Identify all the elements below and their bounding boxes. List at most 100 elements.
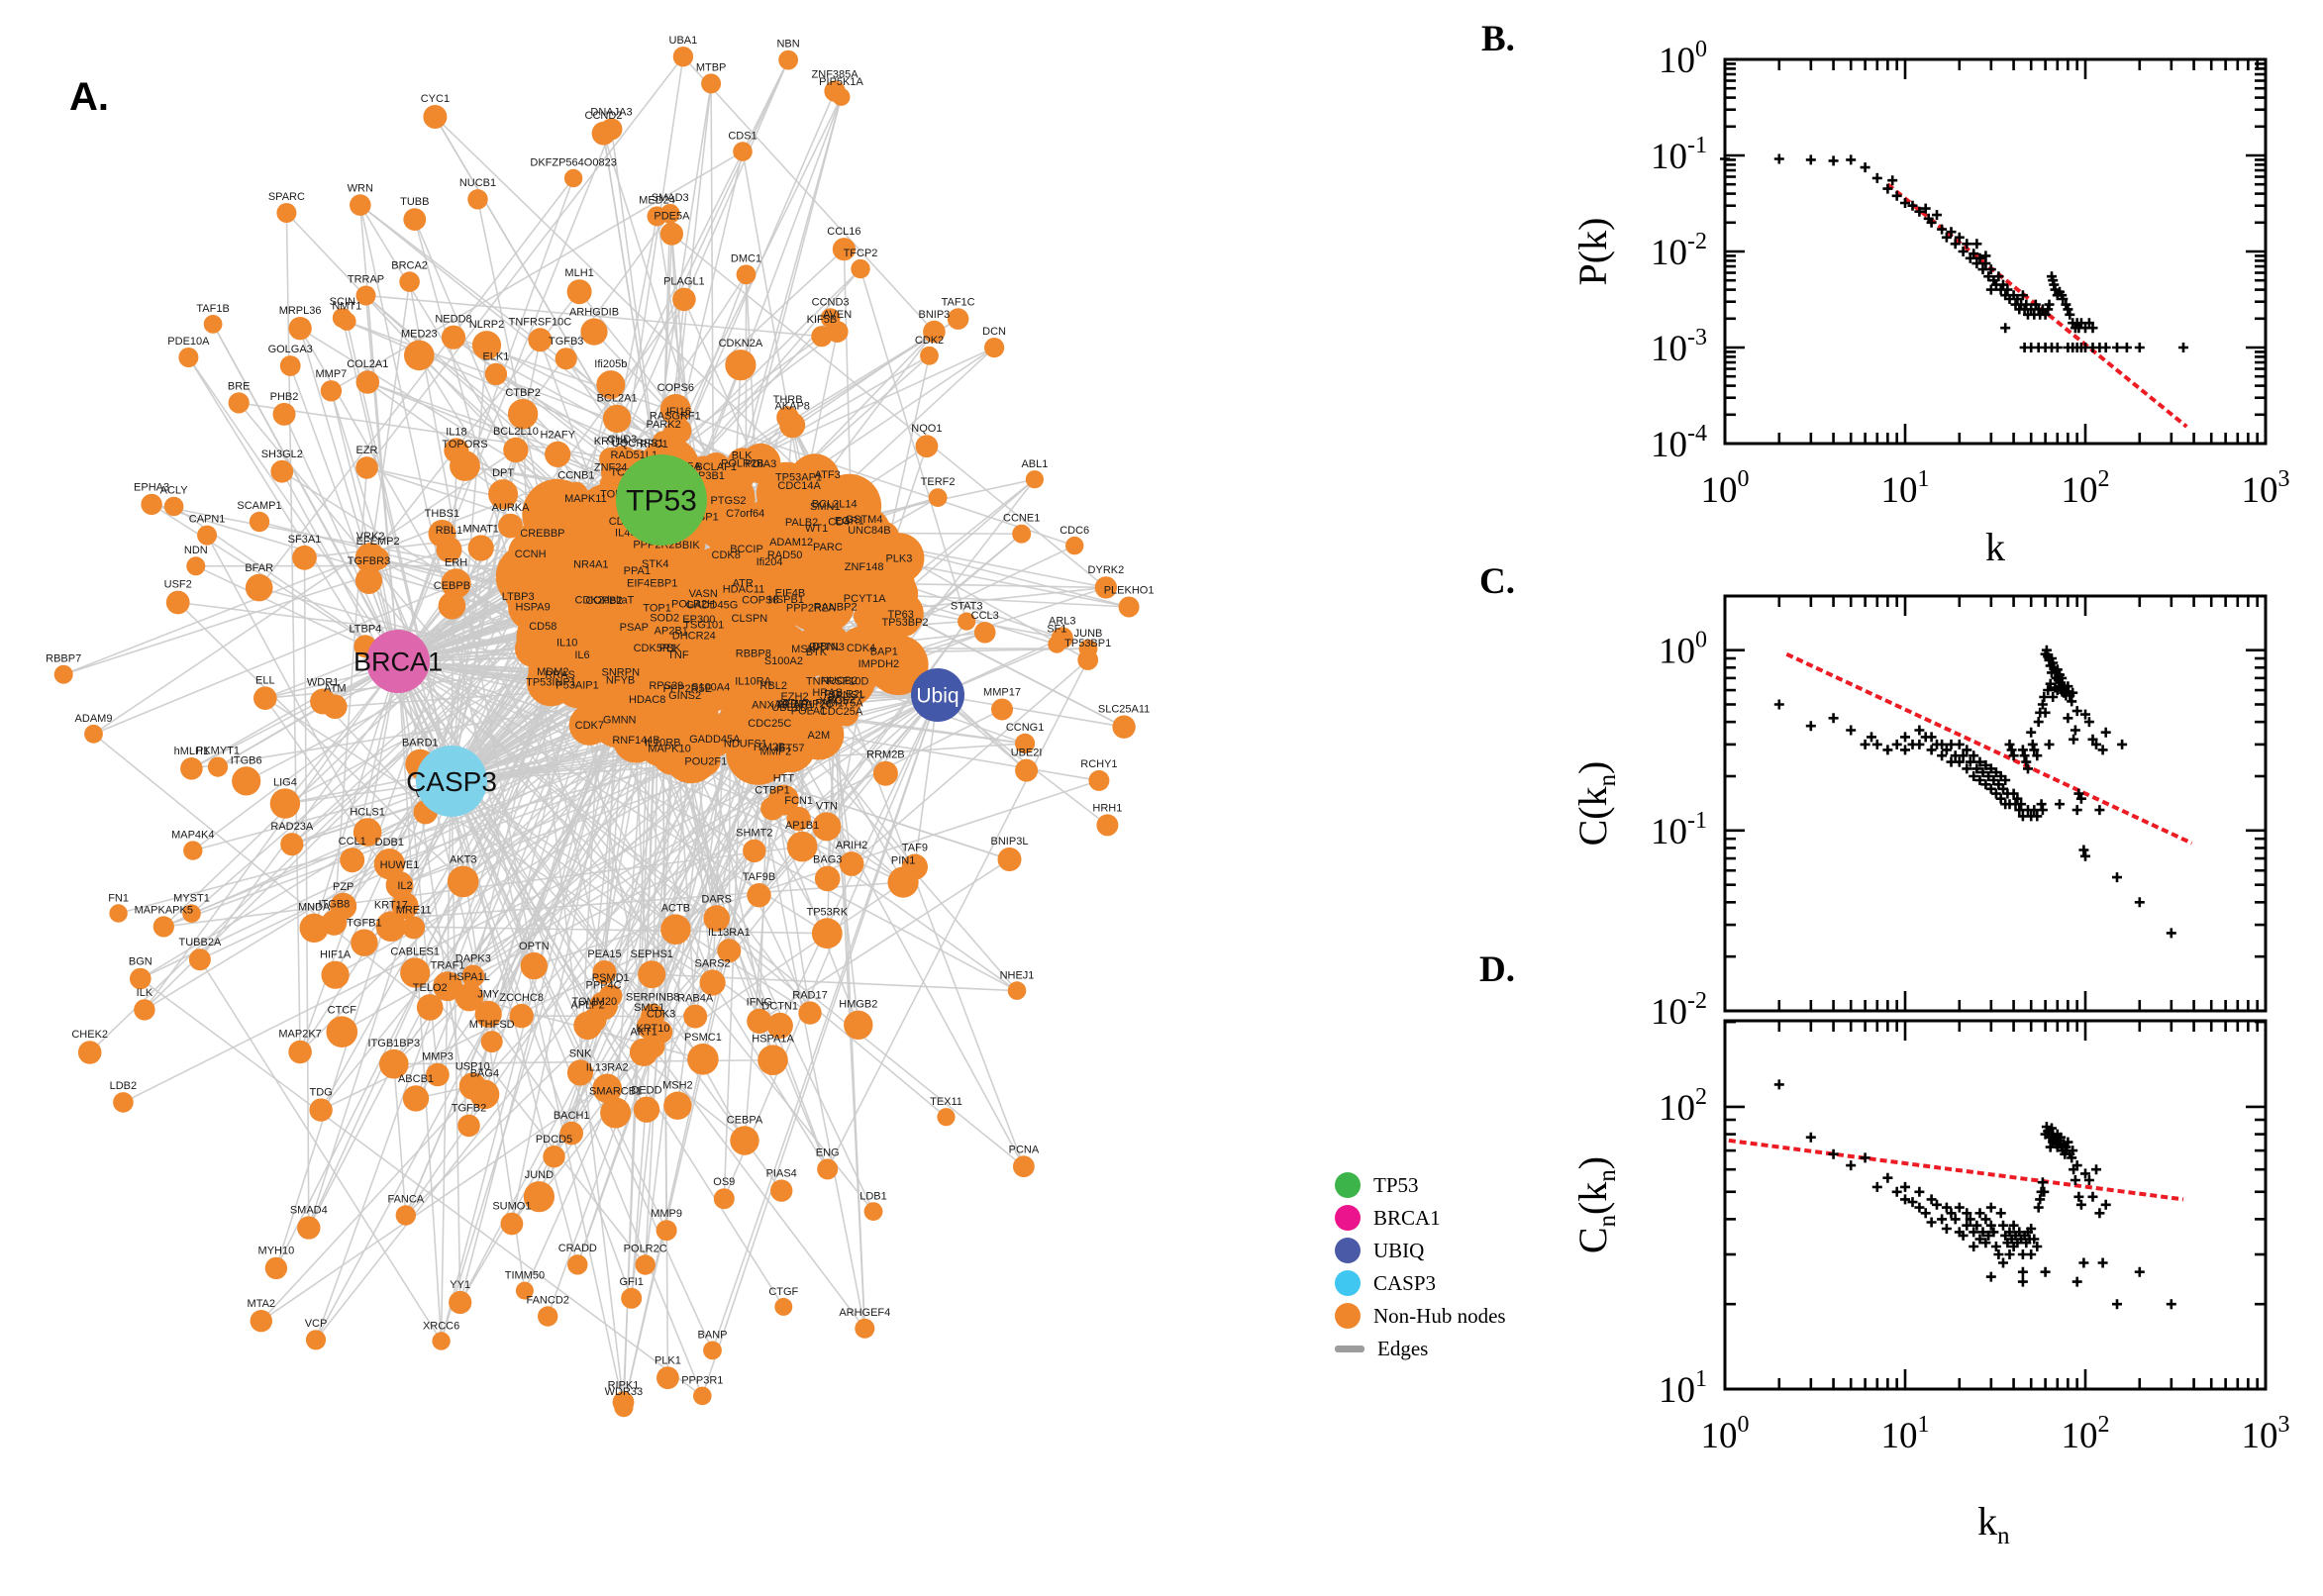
svg-text:BRCA2: BRCA2 (391, 259, 428, 271)
svg-text:SMN1: SMN1 (810, 501, 841, 513)
svg-text:EFEMP2: EFEMP2 (356, 536, 400, 548)
svg-text:TP63: TP63 (888, 609, 914, 621)
svg-text:CDC25C: CDC25C (748, 718, 791, 730)
svg-text:RRM2B: RRM2B (866, 749, 905, 761)
svg-text:PZP: PZP (333, 881, 354, 893)
svg-text:RBL2: RBL2 (759, 680, 787, 692)
svg-text:CDK4: CDK4 (847, 643, 875, 654)
svg-text:FANCD2: FANCD2 (526, 1294, 568, 1306)
scatter-points-D (1773, 1079, 2176, 1310)
hub-casp3 (416, 746, 487, 817)
svg-text:HSPB1: HSPB1 (768, 594, 804, 606)
svg-text:PPP4C: PPP4C (586, 979, 622, 991)
svg-text:MTHFSD: MTHFSD (469, 1019, 515, 1031)
svg-text:AKAP8: AKAP8 (774, 400, 809, 412)
svg-text:SUMO1: SUMO1 (492, 1201, 531, 1213)
svg-text:DPT: DPT (492, 467, 514, 479)
svg-text:NQO1: NQO1 (911, 423, 942, 435)
svg-text:MYST1: MYST1 (173, 892, 210, 904)
svg-text:ABL1: ABL1 (1021, 458, 1048, 470)
svg-text:TIMM50: TIMM50 (505, 1270, 545, 1282)
svg-text:MRE11: MRE11 (396, 904, 432, 916)
hub-tp53 (616, 454, 707, 546)
svg-text:CCNH: CCNH (515, 549, 547, 560)
svg-text:BANP: BANP (698, 1330, 728, 1342)
svg-text:ACTB: ACTB (661, 902, 690, 914)
svg-text:ZNF24: ZNF24 (594, 461, 628, 473)
svg-text:SF1: SF1 (1047, 624, 1066, 636)
svg-text:XRCC6: XRCC6 (423, 1320, 459, 1332)
network-hubs: TP53 BRCA1 Ubiq CASP3 (354, 454, 964, 817)
svg-text:EGR1: EGR1 (835, 516, 864, 528)
svg-text:ILK: ILK (137, 987, 153, 999)
svg-text:EIF4EBP1: EIF4EBP1 (627, 577, 677, 589)
svg-text:TOP1: TOP1 (643, 602, 671, 614)
svg-text:JMY: JMY (477, 989, 500, 1001)
svg-text:A2M: A2M (807, 730, 830, 742)
svg-text:MAPKAPK5: MAPKAPK5 (135, 904, 193, 916)
svg-text:MSH2: MSH2 (662, 1080, 693, 1092)
svg-text:MTBP: MTBP (696, 61, 727, 73)
scatter-points-C (1773, 645, 2176, 939)
svg-text:CD58: CD58 (529, 621, 556, 633)
svg-text:101: 101 (1659, 1366, 1707, 1411)
svg-text:DDB1: DDB1 (375, 837, 404, 848)
svg-text:HUWE1: HUWE1 (380, 859, 420, 871)
svg-text:POU2F1: POU2F1 (684, 756, 727, 768)
svg-text:SPNS1: SPNS1 (829, 689, 864, 701)
edge-line-swatch (1335, 1345, 1364, 1352)
svg-text:MAP4K4: MAP4K4 (171, 830, 214, 842)
panel-c-label: C. (1479, 561, 1515, 602)
svg-text:AURKA: AURKA (492, 502, 531, 514)
svg-text:NHEJ1: NHEJ1 (1000, 969, 1035, 981)
svg-text:WRN: WRN (348, 182, 373, 194)
svg-text:OS9: OS9 (713, 1176, 735, 1188)
panel-d-label: D. (1479, 949, 1515, 990)
svg-text:MAPK10: MAPK10 (648, 744, 690, 755)
svg-text:AP1B1: AP1B1 (785, 820, 819, 832)
svg-text:RPS29: RPS29 (649, 680, 683, 692)
svg-text:SOD2: SOD2 (650, 613, 679, 625)
svg-text:RFC1: RFC1 (640, 439, 668, 450)
svg-text:ELL: ELL (255, 674, 275, 686)
svg-text:CTGF: CTGF (768, 1286, 798, 1298)
svg-text:hMLH1: hMLH1 (174, 746, 209, 757)
svg-text:PDE10A: PDE10A (167, 336, 210, 348)
axis-ticks-C (1723, 596, 2268, 1013)
fit-line-C (1785, 651, 2193, 846)
svg-text:CD4: CD4 (828, 517, 850, 529)
svg-text:DHCR24: DHCR24 (672, 631, 716, 643)
svg-text:MNDA: MNDA (298, 902, 331, 914)
svg-text:YY1: YY1 (450, 1279, 470, 1291)
node-dot-swatch (1335, 1303, 1361, 1329)
svg-text:MAP2K7: MAP2K7 (278, 1029, 321, 1041)
svg-text:SNK: SNK (569, 1047, 592, 1059)
svg-text:PLK3: PLK3 (885, 553, 912, 565)
svg-text:DYRK2: DYRK2 (1088, 564, 1125, 576)
svg-text:TOMM20: TOMM20 (571, 996, 617, 1008)
svg-text:ZNF148: ZNF148 (845, 561, 884, 573)
svg-text:ZNF385A: ZNF385A (812, 68, 859, 80)
network-legend: TP53 BRCA1 UBIQ CASP3 Non-Hub nodes Edges (1335, 1172, 1506, 1361)
svg-text:PBK: PBK (659, 643, 682, 654)
fit-line-B (1886, 182, 2188, 429)
svg-text:Ifi205b: Ifi205b (594, 358, 627, 370)
svg-text:IL10RB: IL10RB (645, 737, 681, 748)
svg-text:DAPK3: DAPK3 (455, 953, 491, 965)
node-dot-swatch (1335, 1270, 1361, 1296)
svg-text:TNF: TNF (667, 649, 689, 661)
svg-text:TELO2: TELO2 (413, 982, 448, 994)
svg-text:HSPA9: HSPA9 (515, 602, 550, 614)
svg-text:TOPORS: TOPORS (442, 439, 487, 450)
svg-text:PCNA: PCNA (1009, 1144, 1040, 1155)
svg-text:PHB2: PHB2 (270, 391, 299, 403)
svg-text:CDK7: CDK7 (575, 720, 604, 732)
svg-text:NFYB: NFYB (606, 675, 635, 687)
svg-text:BNIP3: BNIP3 (919, 309, 951, 321)
legend-label: BRCA1 (1373, 1205, 1441, 1230)
svg-text:BCL2: BCL2 (828, 694, 856, 706)
svg-text:IL6: IL6 (574, 649, 589, 661)
svg-text:IL10RA: IL10RA (735, 676, 771, 688)
svg-text:RBBP7: RBBP7 (46, 653, 81, 665)
svg-text:WT1: WT1 (805, 523, 828, 535)
